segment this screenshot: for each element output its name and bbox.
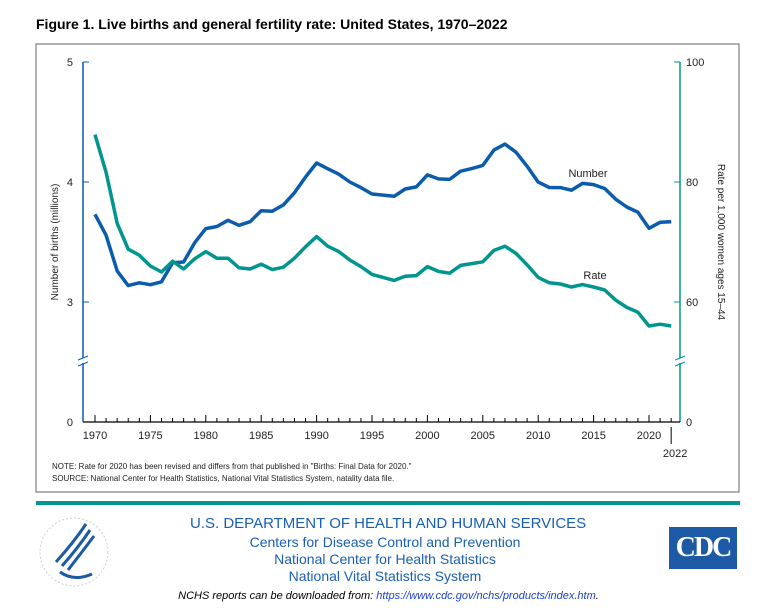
- chart-note: NOTE: Rate for 2020 has been revised and…: [52, 462, 412, 471]
- chart-source: SOURCE: National Center for Health Stati…: [52, 474, 395, 483]
- series-line-number: [93, 142, 672, 288]
- x-tick-label: 2005: [471, 430, 495, 442]
- x-tick-label: 2015: [581, 430, 605, 442]
- x-tick-label: 1980: [194, 430, 218, 442]
- x-tick-label: 2000: [415, 430, 439, 442]
- x-tick-label: 2022: [663, 448, 687, 460]
- line-chart: 0 3 4 5 0 60 80 100 1970 1975 1980 1985 1990 1995 2000…: [35, 43, 740, 493]
- left-axis-break: [77, 355, 89, 367]
- cdc-name: Centers for Disease Control and Preventi…: [249, 534, 521, 550]
- right-axis-gap: [674, 358, 686, 363]
- series-label-number: Number: [568, 168, 607, 180]
- x-tick-label: 1975: [138, 430, 162, 442]
- x-tick-label: 1990: [304, 430, 328, 442]
- y2-axis-label: Rate per 1,000 women ages 15–44: [715, 164, 726, 321]
- y2-tick-label: 0: [686, 417, 692, 429]
- y-tick-label: 3: [67, 297, 73, 309]
- x-tick-label: 2010: [526, 430, 550, 442]
- left-axis-gap: [77, 358, 89, 363]
- hhs-seal-icon: [39, 517, 109, 587]
- y2-tick-label: 80: [686, 177, 698, 189]
- download-link[interactable]: https://www.cdc.gov/nchs/products/index.…: [376, 590, 596, 602]
- nchs-name: National Center for Health Statistics: [274, 551, 496, 567]
- download-note: NCHS reports can be downloaded from: htt…: [178, 590, 599, 602]
- chart-frame: [35, 43, 740, 493]
- y-axis-label: Number of births (millions): [50, 184, 61, 301]
- x-tick-label: 1970: [83, 430, 107, 442]
- y-tick-label: 5: [67, 57, 73, 69]
- series-line-rate: [93, 134, 672, 328]
- hhs-name: U.S. DEPARTMENT OF HEALTH AND HUMAN SERV…: [190, 515, 587, 532]
- y2-tick-label: 60: [686, 297, 698, 309]
- x-tick-label: 1995: [360, 430, 384, 442]
- nvss-name: National Vital Statistics System: [288, 568, 482, 584]
- download-text: NCHS reports can be downloaded from:: [178, 590, 377, 602]
- divider: [36, 501, 740, 505]
- figure-title: Figure 1. Live births and general fertil…: [36, 16, 508, 32]
- y-tick-label: 0: [67, 417, 73, 429]
- right-axis-break: [674, 355, 686, 367]
- cdc-logo: CDC: [669, 527, 737, 569]
- x-tick-label: 1985: [249, 430, 273, 442]
- x-tick-label: 2020: [637, 430, 661, 442]
- y-tick-label: 4: [67, 177, 73, 189]
- y2-tick-label: 100: [686, 57, 704, 69]
- series-label-rate: Rate: [583, 270, 606, 282]
